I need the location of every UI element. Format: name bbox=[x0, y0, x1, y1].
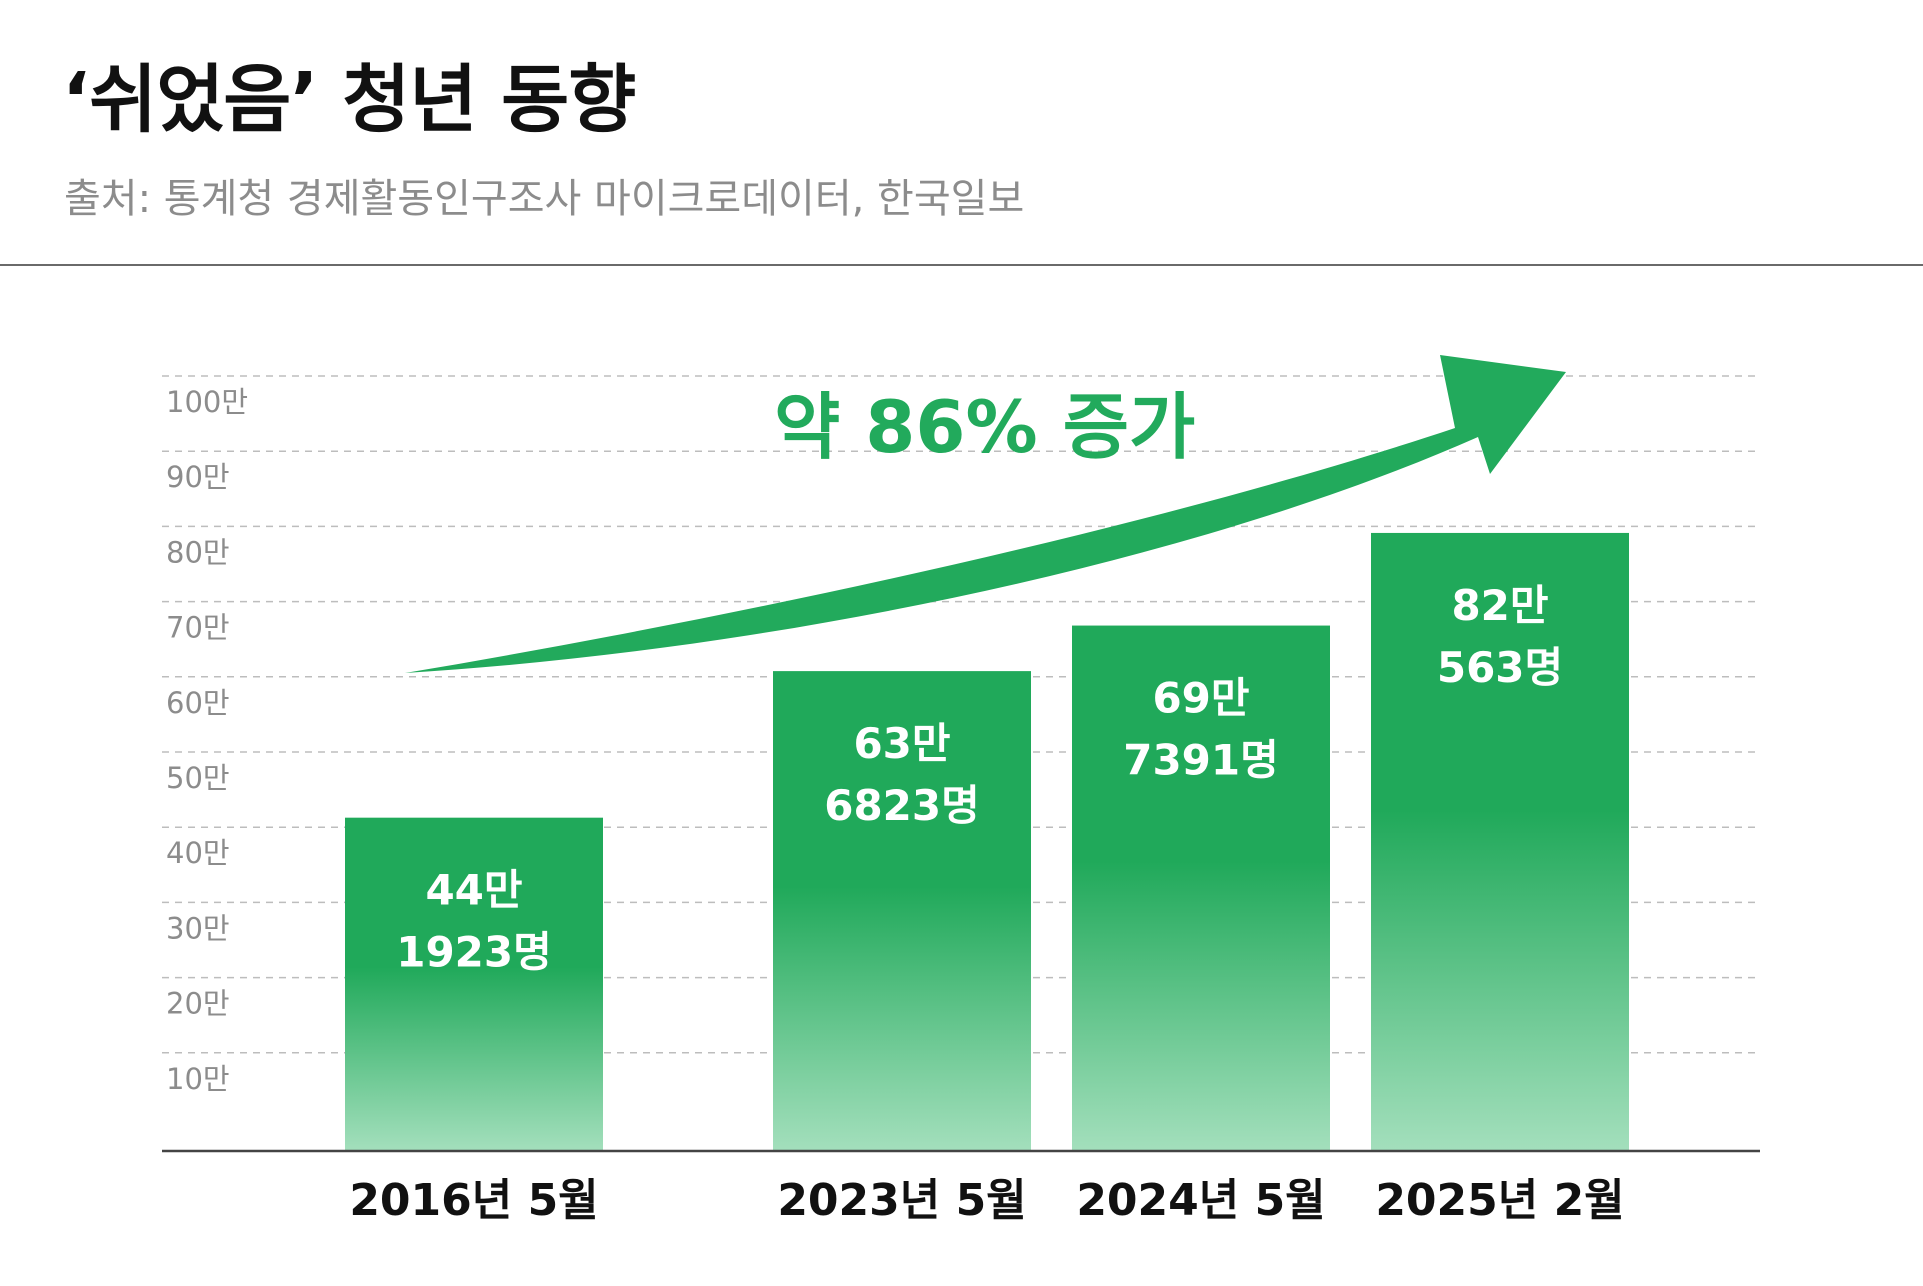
x-category-label: 2016년 5월 bbox=[349, 1175, 598, 1226]
bar-value-label: 6823명 bbox=[824, 781, 980, 830]
y-tick-label: 50만 bbox=[166, 761, 230, 795]
bar-value-label: 563명 bbox=[1437, 643, 1563, 692]
x-category-label: 2025년 2월 bbox=[1375, 1175, 1624, 1226]
growth-annotation: 약 86% 증가 bbox=[774, 385, 1195, 469]
trend-arrow-shape bbox=[405, 355, 1566, 673]
bar-value-labels: 44만 1923명 63만 6823명 69만 7391명 82만 563명 bbox=[396, 581, 1563, 977]
x-axis-category-labels: 2016년 5월 2023년 5월 2024년 5월 2025년 2월 bbox=[349, 1175, 1624, 1226]
bar-value-label: 69만 bbox=[1152, 674, 1249, 723]
chart-source: 출처: 통계청 경제활동인구조사 마이크로데이터, 한국일보 bbox=[64, 176, 1025, 222]
y-tick-label: 40만 bbox=[166, 836, 230, 870]
bar bbox=[345, 817, 603, 1150]
y-tick-label: 30만 bbox=[166, 911, 230, 945]
bar bbox=[1072, 625, 1330, 1150]
y-axis-tick-labels: 10만 20만 30만 40만 50만 60만 70만 80만 90만 100만 bbox=[166, 385, 248, 1096]
bar-value-label: 44만 bbox=[425, 866, 522, 915]
bar bbox=[773, 671, 1031, 1150]
bar bbox=[1371, 532, 1629, 1150]
chart-title: ‘쉬었음’ 청년 동향 bbox=[62, 57, 636, 143]
header-divider bbox=[0, 264, 1923, 266]
bar-value-label: 7391명 bbox=[1123, 736, 1279, 785]
trend-arrow bbox=[405, 355, 1566, 673]
y-tick-label: 90만 bbox=[166, 460, 230, 494]
bar-value-label: 1923명 bbox=[396, 928, 552, 977]
y-tick-label: 100만 bbox=[166, 385, 248, 419]
y-tick-label: 80만 bbox=[166, 535, 230, 569]
y-tick-label: 20만 bbox=[166, 987, 230, 1021]
bars bbox=[345, 532, 1629, 1150]
bar-value-label: 82만 bbox=[1451, 581, 1548, 630]
y-tick-label: 60만 bbox=[166, 686, 230, 720]
x-category-label: 2024년 5월 bbox=[1076, 1175, 1325, 1226]
y-tick-label: 70만 bbox=[166, 611, 230, 645]
bar-value-label: 63만 bbox=[853, 719, 950, 768]
y-tick-label: 10만 bbox=[166, 1062, 230, 1096]
x-category-label: 2023년 5월 bbox=[777, 1175, 1026, 1226]
